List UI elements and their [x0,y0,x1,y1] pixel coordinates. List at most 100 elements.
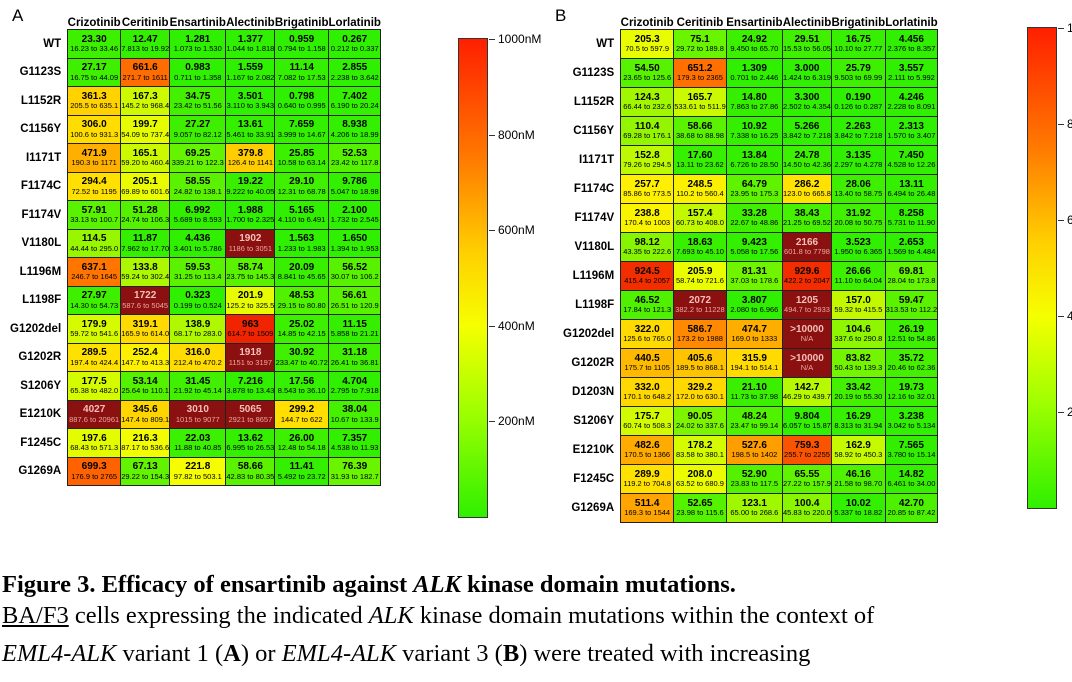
heatmap-cell: 252.4 147.7 to 413.3 [120,342,171,372]
heatmap-cell: 69.81 28.04 to 173.8 [884,261,939,291]
ic50-value: 248.5 [687,178,713,190]
confidence-interval: 2.376 to 8.357 [887,44,936,54]
heatmap-cell: 165.7 533.61 to 511.9 [673,87,727,117]
confidence-interval: 5.492 to 23.72 [277,471,326,481]
row-label-mutation: L1152R [573,96,615,108]
confidence-interval: 4.110 to 6.491 [277,215,326,225]
heatmap-cell: 289.9 119.2 to 704.8 [620,464,675,494]
heatmap-row: E1210K 4027 887.6 to 20961 345.6 147.4 to 80… [10,399,382,429]
ic50-value: 332.0 [634,381,660,393]
ic50-value: 31.92 [845,207,871,219]
ic50-value: 28.06 [845,178,871,190]
heatmap-cell: 29.10 12.31 to 68.78 [274,171,330,201]
heatmap-cell: 51.28 24.74 to 106.3 [120,200,171,230]
heatmap-cell: 11.87 7.962 to 17.70 [120,228,171,258]
row-label-mutation: L1196M [19,265,62,278]
confidence-interval: 21.25 to 69.52 [783,218,831,228]
ic50-value: 221.8 [185,461,211,473]
heatmap-row: G1269A 699.3 176.9 to 2765 67.13 29.22 to 15… [10,456,382,486]
colorbar-label: 1000nM [1067,21,1072,35]
confidence-interval: 23.75 to 145.3 [226,272,275,282]
confidence-interval: 14.30 to 54.73 [70,300,119,310]
ic50-value: 586.7 [687,323,713,335]
heatmap-cell: 59.47 313.53 to 112.2 [884,290,939,320]
colorbar-label: 400nM [498,319,535,333]
heatmap-cell: 14.80 7.863 to 27.86 [725,87,784,117]
heatmap-cell: 3.135 2.297 to 4.278 [830,145,886,175]
confidence-interval: 0.794 to 1.158 [277,44,326,54]
ic50-value: 4.456 [898,33,924,45]
caption-panel-ref: B [502,640,520,667]
heatmap-cell: 4027 887.6 to 20961 [67,399,122,429]
ic50-value: 0.983 [185,62,211,74]
heatmap-cell: 316.0 212.4 to 470.2 [169,342,227,372]
heatmap-cell: 100.4 45.83 to 220.0 [782,493,832,523]
heatmap-cell: 12.47 7.813 to 19.92 [120,29,171,59]
ic50-value: 405.6 [687,352,713,364]
confidence-interval: 313.53 to 112.2 [885,305,938,315]
heatmap-cell: 123.1 65.00 to 268.6 [725,493,784,523]
heatmap-cell: 924.5 415.4 to 2057 [620,261,675,291]
confidence-interval: 65.00 to 268.6 [730,508,779,518]
ic50-value: 25.02 [289,318,315,330]
confidence-interval: 6.057 to 15.87 [783,421,831,431]
ic50-value: 167.3 [132,90,158,102]
heatmap-cell: 405.6 189.5 to 868.1 [673,348,727,378]
row-label-mutation: S1206Y [573,415,615,427]
ic50-value: 3010 [186,404,209,416]
ic50-value: 3.501 [237,90,263,102]
ic50-value: 208.0 [687,468,713,480]
column-header: Alectinib [226,17,275,29]
confidence-interval: 16.23 to 33.46 [70,44,119,54]
confidence-interval: N/A [800,334,814,344]
heatmap-cell: 38.43 21.25 to 69.52 [782,203,832,233]
heatmap-cell: 27.27 9.057 to 82.12 [169,114,227,144]
ic50-value: 100.4 [794,497,820,509]
confidence-interval: 30.07 to 106.2 [330,272,379,282]
ic50-value: 11.14 [289,62,314,74]
heatmap-cell: 0.190 0.126 to 0.287 [830,87,886,117]
ic50-value: 319.1 [132,318,158,330]
ic50-value: 38.04 [342,404,368,416]
heatmap-cell: 9.423 5.058 to 17.56 [725,232,784,262]
ic50-value: 3.557 [898,62,924,74]
ic50-value: 322.0 [634,323,660,335]
row-label-mutation: L1152R [20,94,62,107]
heatmap-cell: 25.85 10.58 to 63.14 [274,143,330,173]
caption-text: ) were treated with increasing [519,640,811,667]
heatmap-cell: 42.70 20.85 to 87.42 [884,493,939,523]
heatmap-cell: 30.92 233.47 to 40.72 [274,342,330,372]
ic50-value: 4.246 [898,91,924,103]
colorbar-tick [489,326,495,327]
heatmap-row: L1152R 124.3 66.44 to 232.6 165.7 533.61 to … [563,87,939,117]
confidence-interval: 29.22 to 154.3 [121,471,170,481]
confidence-interval: 20.08 to 50.75 [834,218,883,228]
ic50-value: 178.2 [687,439,713,451]
confidence-interval: 6.190 to 20.24 [330,101,379,111]
heatmap-row: WT 205.3 70.5 to 597.9 75.1 29.72 to 189.8 24… [563,29,939,59]
ic50-value: 5.165 [289,204,315,216]
heatmap-cell: 4.246 2.228 to 8.091 [884,87,939,117]
confidence-interval: 0.701 to 2.446 [730,73,779,83]
heatmap-cell: 114.5 44.44 to 295.0 [67,228,122,258]
heatmap-row: V1180L 114.5 44.44 to 295.0 11.87 7.962 to 1… [10,228,382,258]
confidence-interval: 3.401 to 5.786 [173,243,222,253]
confidence-interval: 23.98 to 115.6 [676,508,724,518]
confidence-interval: 3.042 to 5.134 [887,421,936,431]
heatmap-cell: 33.28 22.67 to 48.86 [725,203,784,233]
heatmap-cell: 75.1 29.72 to 189.8 [673,29,727,59]
heatmap-row: F1174C 294.4 72.52 to 1195 205.1 69.89 to 60… [10,171,382,201]
heatmap-cell: 9.804 6.057 to 15.87 [782,406,832,436]
heatmap-cell: 5065 2921 to 8657 [225,399,276,429]
confidence-interval: 6.494 to 26.48 [887,189,936,199]
ic50-value: 3.300 [794,91,820,103]
confidence-interval: 2.297 to 4.278 [834,160,883,170]
heatmap-cell: 23.30 16.23 to 33.46 [67,29,122,59]
confidence-interval: 3.999 to 14.67 [277,129,326,139]
heatmap-cell: 29.51 15.53 to 56.05 [782,29,832,59]
ic50-value: >10000 [790,352,824,364]
colorbar-label: 600nM [498,223,535,237]
colorbar-tick [489,230,495,231]
confidence-interval: 24.82 to 138.1 [173,186,222,196]
heatmap-cell: 1.377 1.044 to 1.818 [225,29,276,59]
